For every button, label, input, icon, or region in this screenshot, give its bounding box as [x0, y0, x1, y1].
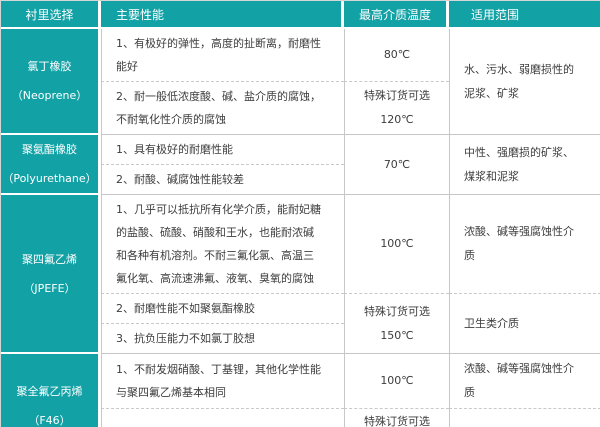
- performance-cell: 1、几乎可以抵抗所有化学介质，能耐妃糖 的盐酸、硫酸、硝酸和王水，也能耐浓碱 和…: [101, 195, 344, 294]
- text-line: 2、耐磨性能不如聚氨酯橡胶: [116, 302, 255, 315]
- table-row: 聚氨酯橡胶 （Polyurethane） 1、具有极好的耐磨性能 70℃ 中性、…: [1, 135, 600, 195]
- table-row: 2、耐酸、碱腐蚀性能较差: [1, 165, 600, 195]
- material-cell-f46: 聚全氟乙丙烯 （F46）: [1, 354, 101, 427]
- performance-cell: 2、耐磨性能不如聚氨酯橡胶: [101, 294, 344, 324]
- text-line: 1、几乎可以抵抗所有化学介质，能耐妃糖: [116, 203, 321, 216]
- performance-cell: 1、有极好的弹性，高度的扯断离，耐磨性 能好: [101, 29, 344, 82]
- text-line: 2、耐一般低浓度酸、碱、盐介质的腐蚀，: [116, 90, 321, 103]
- text-line: 能好: [116, 60, 138, 73]
- table-row: 氯丁橡胶 （Neoprene） 1、有极好的弹性，高度的扯断离，耐磨性 能好 8…: [1, 29, 600, 135]
- temperature-cell: 特殊订货可选 150℃: [344, 294, 449, 354]
- text-line: 泥浆、矿浆: [464, 86, 519, 100]
- text-line: 浓酸、碱等强腐蚀性介: [464, 225, 574, 238]
- text-line: 1、不耐发烟硝酸、丁基锂，其他化学性能: [116, 363, 321, 376]
- temperature-cell: 100℃: [344, 195, 449, 294]
- table-row: 2、耐磨性能不如聚氨酯橡胶 特殊订货可选 150℃ 卫生类介质: [1, 294, 600, 354]
- text-line: 与聚四氟乙烯基本相同: [116, 386, 226, 399]
- application-cell: 水、污水、弱磨损性的 泥浆、矿浆: [449, 29, 600, 135]
- text-line: 3、抗负压能力不如氯丁胶想: [116, 332, 255, 345]
- application-cell: 浓酸、碱等强腐蚀性介 质: [449, 354, 600, 409]
- temperature-cell: 特殊订货可选 150℃: [344, 409, 449, 427]
- material-name-cn: 聚氨酯橡胶: [22, 143, 77, 156]
- temperature-value: 120℃: [380, 113, 414, 126]
- material-name-en: （F46）: [28, 414, 71, 427]
- temperature-cell: 特殊订货可选 120℃: [344, 82, 449, 135]
- header-cell-performance: 主要性能: [101, 1, 344, 29]
- temperature-value: 80℃: [383, 48, 411, 61]
- material-cell-neoprene: 氯丁橡胶 （Neoprene）: [1, 29, 101, 135]
- material-name-cn: 聚全氟乙丙烯: [16, 385, 83, 398]
- header-cell-lining: 衬里选择: [1, 1, 101, 29]
- application-cell: 卫生类介质: [449, 294, 600, 354]
- application-cell: 浓酸、碱等强腐蚀性介 质: [449, 195, 600, 294]
- application-cell: 中性、强磨损的矿浆、 煤浆和泥浆: [449, 135, 600, 195]
- table-row: 聚四氟乙烯 （JPEFE） 1、几乎可以抵抗所有化学介质，能耐妃糖 的盐酸、硫酸…: [1, 195, 600, 354]
- text-line: 质: [464, 249, 475, 262]
- text-line: 中性、强磨损的矿浆、: [464, 145, 574, 159]
- text-line: 1、具有极好的耐磨性能: [116, 143, 233, 156]
- temperature-cell: 80℃: [344, 29, 449, 82]
- header-cell-application: 适用范围: [449, 1, 600, 29]
- application-cell: 卫生类介质: [449, 409, 600, 427]
- temperature-value: 150℃: [380, 328, 414, 342]
- material-name-cn: 氯丁橡胶: [27, 60, 72, 73]
- header-cell-max-temp: 最高介质温度: [344, 1, 449, 29]
- text-line: 不耐氧化性介质的腐蚀: [116, 113, 226, 126]
- performance-cell: 2、耐酸、碱腐蚀性能较差: [101, 165, 344, 195]
- text-line: 2、抗负压能力高于聚四氟乙烯: [116, 422, 334, 427]
- text-line: 和各种有机溶剂。不耐三氟化氯、高温三: [116, 249, 314, 262]
- material-name-en: （Neoprene）: [11, 89, 88, 102]
- text-line: 质: [464, 386, 475, 399]
- performance-cell: 1、具有极好的耐磨性能: [101, 135, 344, 165]
- table-row: 聚全氟乙丙烯 （F46） 1、不耐发烟硝酸、丁基锂，其他化学性能 与聚四氟乙烯基…: [1, 354, 600, 427]
- performance-cell: 1、不耐发烟硝酸、丁基锂，其他化学性能 与聚四氟乙烯基本相同: [101, 354, 344, 409]
- temperature-value: 100℃: [380, 237, 414, 250]
- material-name-en: （JPEFE）: [23, 281, 76, 295]
- text-line: 氟化氧、高流速沸氟、液氧、臭氧的腐蚀: [116, 272, 314, 285]
- special-order-note: 特殊订货可选: [364, 304, 430, 318]
- table-row: 3、抗负压能力不如氯丁胶想: [1, 324, 600, 354]
- text-line: 水、污水、弱磨损性的: [464, 62, 574, 76]
- text-line: 煤浆和泥浆: [464, 169, 519, 183]
- header-row: 衬里选择 主要性能 最高介质温度 适用范围: [1, 1, 600, 29]
- text-line: 2、耐酸、碱腐蚀性能较差: [116, 173, 244, 186]
- text-line: 卫生类介质: [464, 422, 581, 427]
- text-line: 1、有极好的弹性，高度的扯断离，耐磨性: [116, 37, 321, 50]
- temperature-cell: 100℃: [344, 354, 449, 409]
- table-row: 2、耐一般低浓度酸、碱、盐介质的腐蚀， 不耐氧化性介质的腐蚀 特殊订货可选 12…: [1, 82, 600, 135]
- performance-cell: 3、抗负压能力不如氯丁胶想: [101, 324, 344, 354]
- performance-cell: 2、耐一般低浓度酸、碱、盐介质的腐蚀， 不耐氧化性介质的腐蚀: [101, 82, 344, 135]
- temperature-value: 70℃: [383, 157, 411, 171]
- temperature-cell: 70℃: [344, 135, 449, 195]
- text-line: 的盐酸、硫酸、硝酸和王水，也能耐浓碱: [116, 226, 314, 239]
- special-order-note: 特殊订货可选: [364, 414, 430, 427]
- performance-cell: 2、抗负压能力高于聚四氟乙烯: [101, 409, 344, 427]
- material-name-en: （Polyurethane）: [2, 172, 97, 185]
- special-order-note: 特殊订货可选: [364, 89, 430, 102]
- temperature-value: 100℃: [380, 374, 414, 387]
- material-name-cn: 聚四氟乙烯: [22, 252, 77, 266]
- material-cell-ptfe: 聚四氟乙烯 （JPEFE）: [1, 195, 101, 354]
- material-cell-polyurethane: 聚氨酯橡胶 （Polyurethane）: [1, 135, 101, 195]
- text-line: 卫生类介质: [464, 316, 519, 330]
- text-line: 浓酸、碱等强腐蚀性介: [464, 362, 574, 375]
